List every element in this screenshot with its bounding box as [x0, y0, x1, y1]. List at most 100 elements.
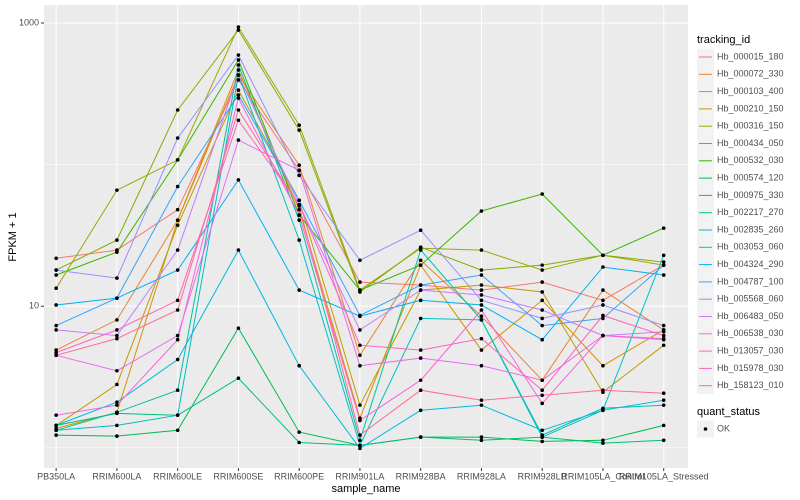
point [175, 268, 180, 272]
point [297, 430, 301, 434]
x-tick-label: RRIM928LB [518, 471, 567, 481]
point [236, 326, 241, 330]
point [236, 68, 241, 72]
point [601, 438, 605, 443]
point [418, 258, 423, 263]
point [236, 178, 241, 182]
point [540, 268, 544, 272]
point [115, 434, 119, 438]
point [661, 273, 666, 277]
point [297, 213, 301, 217]
point [297, 163, 301, 168]
point [297, 173, 301, 178]
point [358, 313, 362, 318]
legend-label: Hb_000072_330 [717, 69, 784, 79]
x-tick-label: PB350LA [37, 471, 75, 481]
point [54, 428, 58, 433]
point [358, 433, 362, 437]
point [418, 283, 423, 287]
point [479, 348, 484, 352]
x-tick-label: RRIM105LA_Control [561, 471, 644, 481]
point [358, 328, 362, 332]
point [358, 403, 362, 407]
point [175, 333, 180, 338]
point [540, 290, 544, 294]
point [115, 318, 119, 322]
point [54, 353, 58, 358]
legend-label: Hb_000434_050 [717, 138, 784, 148]
point [601, 303, 605, 307]
point [115, 328, 119, 332]
point [115, 238, 119, 242]
point [540, 393, 544, 398]
legend-label: Hb_000316_150 [717, 121, 784, 131]
legend-label: Hb_006538_030 [717, 328, 784, 338]
point [175, 357, 180, 362]
point [479, 318, 484, 322]
point [54, 303, 58, 307]
point [661, 391, 666, 395]
point [115, 188, 119, 192]
point [540, 388, 544, 393]
point [175, 158, 180, 162]
point [418, 245, 423, 250]
point [661, 336, 666, 341]
point [540, 435, 544, 439]
legend-label: Hb_003053_060 [717, 242, 784, 252]
point [418, 356, 423, 360]
point [297, 218, 301, 222]
panel [44, 5, 688, 468]
point [358, 443, 362, 448]
legend-label: Hb_015978_030 [717, 363, 784, 373]
point [479, 363, 484, 368]
point [175, 248, 180, 252]
point [54, 268, 58, 272]
point [236, 248, 241, 252]
point [418, 388, 423, 393]
legend-label: Hb_000015_180 [717, 51, 784, 61]
point [54, 350, 58, 355]
point [297, 204, 301, 208]
point [54, 273, 58, 277]
point [358, 258, 362, 263]
x-axis-label: sample_name [331, 483, 400, 495]
point [479, 308, 484, 312]
point [661, 333, 666, 338]
point [115, 410, 119, 415]
legend-label: Hb_013057_030 [717, 345, 784, 355]
point [115, 400, 119, 404]
point [297, 198, 301, 203]
point [175, 218, 180, 222]
legend-label: Hb_002217_270 [717, 207, 784, 217]
point [479, 298, 484, 303]
point [115, 423, 119, 428]
point [358, 446, 362, 451]
legend-label: Hb_000210_150 [717, 103, 784, 113]
x-tick-label: RRIM600PE [274, 471, 324, 481]
point [418, 378, 423, 383]
point [115, 382, 119, 387]
point [297, 123, 301, 127]
point [115, 250, 119, 254]
point [479, 438, 484, 443]
point [601, 316, 605, 321]
point [479, 314, 484, 318]
point [661, 329, 666, 334]
point [236, 53, 241, 57]
point [175, 184, 180, 189]
point [175, 308, 180, 312]
y-axis-label: FPKM + 1 [7, 212, 19, 261]
point [236, 138, 241, 142]
point [115, 336, 119, 341]
point [479, 336, 484, 341]
point [297, 363, 301, 368]
point [540, 263, 544, 267]
point [54, 433, 58, 437]
point [115, 333, 119, 338]
point [418, 298, 423, 303]
point [601, 253, 605, 258]
point [418, 228, 423, 233]
point [661, 343, 666, 348]
point [479, 273, 484, 277]
point [540, 280, 544, 284]
